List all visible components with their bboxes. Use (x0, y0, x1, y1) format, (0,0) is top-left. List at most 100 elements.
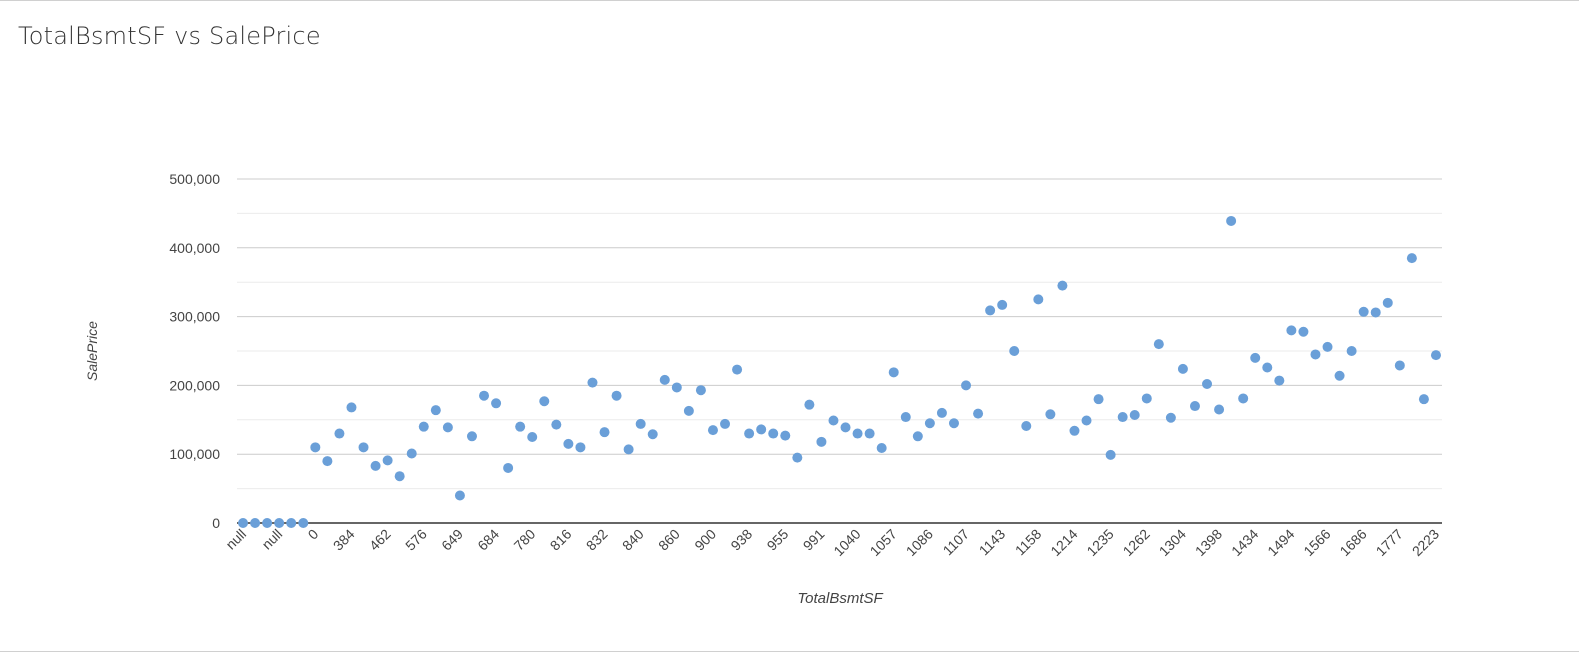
data-point[interactable] (695, 385, 706, 396)
data-point[interactable] (1189, 401, 1200, 412)
data-point[interactable] (310, 442, 321, 453)
data-point[interactable] (936, 407, 947, 418)
data-point[interactable] (683, 405, 694, 416)
data-point[interactable] (1117, 412, 1128, 423)
data-point[interactable] (1021, 420, 1032, 431)
data-point[interactable] (370, 460, 381, 471)
data-point[interactable] (1394, 360, 1405, 371)
data-point[interactable] (1226, 215, 1237, 226)
data-point[interactable] (804, 399, 815, 410)
data-point[interactable] (671, 382, 682, 393)
data-point[interactable] (418, 421, 429, 432)
data-point[interactable] (1250, 352, 1261, 363)
data-point[interactable] (792, 452, 803, 463)
data-point[interactable] (1262, 362, 1273, 373)
data-point[interactable] (587, 377, 598, 388)
data-point[interactable] (1093, 394, 1104, 405)
data-point[interactable] (876, 443, 887, 454)
data-point[interactable] (394, 471, 405, 482)
data-point[interactable] (1177, 363, 1188, 374)
data-point[interactable] (840, 422, 851, 433)
data-point[interactable] (358, 442, 369, 453)
data-point[interactable] (382, 455, 393, 466)
data-point[interactable] (539, 396, 550, 407)
data-point[interactable] (1045, 409, 1056, 420)
data-point[interactable] (298, 518, 309, 528)
data-point[interactable] (575, 442, 586, 453)
data-point[interactable] (852, 428, 863, 439)
data-point[interactable] (1165, 412, 1176, 423)
data-point[interactable] (1334, 370, 1345, 381)
data-point[interactable] (1298, 326, 1309, 337)
data-point[interactable] (250, 518, 261, 528)
data-point[interactable] (744, 428, 755, 439)
data-point[interactable] (1358, 306, 1369, 317)
data-point[interactable] (1310, 349, 1321, 360)
data-point[interactable] (1202, 379, 1213, 390)
data-point[interactable] (527, 432, 538, 442)
data-point[interactable] (973, 408, 984, 419)
data-point[interactable] (442, 422, 453, 433)
data-point[interactable] (1238, 393, 1249, 404)
data-point[interactable] (1081, 415, 1092, 426)
data-point[interactable] (1033, 294, 1044, 305)
data-point[interactable] (599, 427, 610, 438)
data-point[interactable] (274, 518, 285, 528)
data-point[interactable] (780, 430, 791, 441)
data-point[interactable] (563, 438, 574, 449)
data-point[interactable] (1069, 425, 1080, 436)
data-point[interactable] (900, 412, 911, 423)
data-point[interactable] (924, 418, 935, 429)
data-point[interactable] (262, 518, 273, 528)
data-point[interactable] (466, 431, 477, 442)
data-point[interactable] (707, 425, 718, 436)
data-point[interactable] (647, 429, 658, 440)
data-point[interactable] (238, 518, 249, 528)
data-point[interactable] (961, 380, 972, 391)
data-point[interactable] (430, 405, 441, 416)
data-point[interactable] (1406, 253, 1417, 264)
data-point[interactable] (286, 518, 297, 528)
data-point[interactable] (912, 431, 923, 442)
data-point[interactable] (1382, 297, 1393, 308)
data-point[interactable] (611, 390, 622, 401)
data-point[interactable] (720, 418, 731, 429)
data-point[interactable] (1141, 393, 1152, 404)
data-point[interactable] (1418, 394, 1429, 405)
data-point[interactable] (1214, 404, 1225, 415)
data-point[interactable] (551, 419, 562, 430)
data-point[interactable] (659, 374, 670, 385)
data-point[interactable] (948, 418, 959, 429)
data-point[interactable] (864, 428, 875, 439)
data-point[interactable] (1057, 280, 1068, 291)
data-point[interactable] (1430, 350, 1441, 361)
data-point[interactable] (828, 415, 839, 426)
data-point[interactable] (623, 444, 634, 455)
data-point[interactable] (1105, 449, 1116, 460)
data-point[interactable] (997, 299, 1008, 310)
data-point[interactable] (1274, 375, 1285, 386)
data-point[interactable] (1322, 341, 1333, 352)
data-point[interactable] (1009, 346, 1020, 356)
data-point[interactable] (732, 364, 743, 375)
data-point[interactable] (1346, 346, 1357, 356)
data-point[interactable] (1129, 409, 1140, 420)
data-point[interactable] (1370, 307, 1381, 318)
data-point[interactable] (406, 448, 417, 459)
data-point[interactable] (756, 424, 767, 435)
data-point[interactable] (888, 367, 899, 378)
data-point[interactable] (515, 421, 526, 432)
data-point[interactable] (1286, 325, 1297, 336)
data-point[interactable] (503, 462, 514, 473)
data-point[interactable] (322, 456, 333, 467)
data-point[interactable] (816, 436, 827, 447)
data-point[interactable] (985, 305, 996, 316)
data-point[interactable] (1153, 339, 1164, 350)
data-point[interactable] (454, 490, 465, 501)
data-point[interactable] (334, 428, 345, 439)
data-point[interactable] (346, 402, 357, 413)
data-point[interactable] (479, 390, 490, 401)
data-point[interactable] (491, 398, 502, 409)
data-point[interactable] (768, 428, 779, 439)
data-point[interactable] (635, 418, 646, 429)
